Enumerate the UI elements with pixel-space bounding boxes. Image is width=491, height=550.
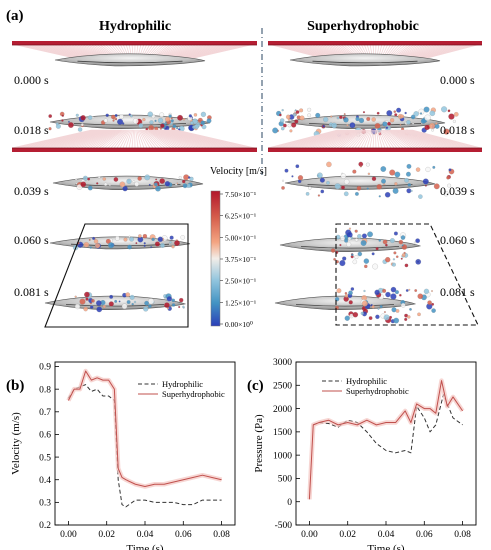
y-tick-label: 3000 [273, 358, 292, 368]
particles-left-1 [48, 111, 212, 132]
body-left-0-underside [77, 60, 183, 64]
zoom-box-hydrophilic [44, 223, 189, 328]
legend-label-0: Hydrophilic [346, 376, 387, 386]
x-tick-label: 0.04 [137, 530, 154, 540]
body-right-4-underside [295, 303, 395, 307]
time-label-right-0: 0.000 s [440, 73, 475, 87]
velocity-chart: 0.00 0.02 0.04 0.06 0.08 0.2 0.3 0.4 0.5 0.6 0.7 0.… [10, 361, 236, 550]
time-label-left-1: 0.018 s [14, 123, 49, 137]
body-right-3-underside [300, 245, 400, 249]
y-tick-label: 500 [278, 475, 293, 485]
y-tick-label: 0.4 [39, 476, 51, 486]
legend-label-1: Superhydrophobic [162, 389, 225, 399]
y-tick-label: 0 [287, 498, 292, 508]
colorbar-tick-label: 0.00×10⁰ [225, 320, 253, 329]
time-label-right-1: 0.018 s [440, 123, 475, 137]
pressure-chart: 0.00 0.02 0.04 0.06 0.08 -500 0 500 1000 1500 2000… [253, 358, 477, 550]
legend-label-0: Hydrophilic [162, 379, 203, 389]
x-axis-label: Time (s) [126, 543, 164, 550]
time-label-right-4: 0.081 s [440, 285, 475, 299]
y-tick-label: 0.9 [39, 363, 51, 373]
colorbar-tick-label: 2.50×10⁻¹ [225, 277, 256, 286]
series-band-1 [307, 378, 465, 500]
superhydrophobic-title: Superhydrophobic [307, 19, 419, 34]
y-tick-label: 1500 [273, 428, 292, 438]
time-label-left-0: 0.000 s [14, 73, 49, 87]
y-tick-label: 0.7 [39, 408, 51, 418]
x-tick-label: 0.08 [213, 530, 230, 540]
y-tick-label: 2500 [273, 381, 292, 391]
x-tick-label: 0.02 [339, 530, 356, 540]
series-line-hydrophilic [67, 384, 222, 508]
colorbar-ticks: 7.50×10⁻¹ 6.25×10⁻¹ 5.00×10⁻¹ 3.75×10⁻¹ 2.50… [220, 190, 256, 329]
time-label-left-4: 0.081 s [14, 285, 49, 299]
y-tick-label: -500 [275, 521, 293, 531]
time-label-left-3: 0.060 s [14, 233, 49, 247]
y-axis-label: Pressure (Pa) [253, 414, 265, 473]
colorbar-tick-label: 7.50×10⁻¹ [225, 190, 256, 199]
particles-right-4 [334, 286, 436, 324]
x-tick-label: 0.02 [98, 530, 115, 540]
hydrophilic-title: Hydrophilic [99, 19, 171, 34]
legend-label-1: Superhydrophobic [346, 386, 409, 396]
body-right-2-underside [307, 183, 413, 187]
particles-left-3 [72, 234, 185, 251]
body-left-1-underside [73, 122, 187, 126]
panel-a-label: (a) [6, 8, 24, 24]
y-tick-label: 0.6 [39, 431, 51, 441]
x-tick-label: 0.06 [175, 530, 192, 540]
panel-b-label: (b) [6, 378, 24, 394]
colorbar-title: Velocity [m/s] [210, 166, 267, 177]
body-right-0-underside [312, 60, 418, 64]
x-tick-label: 0.06 [416, 530, 433, 540]
x-tick-label: 0.00 [60, 530, 77, 540]
particles-right-2 [281, 161, 455, 199]
y-tick-label: 0.5 [39, 453, 51, 463]
simulation-snapshots [11, 41, 482, 324]
body-left-1 [49, 114, 211, 130]
y-tick-label: 0.3 [39, 499, 51, 509]
x-tick-label: 0.00 [301, 530, 318, 540]
particles-left-4 [74, 291, 185, 313]
y-tick-label: 2000 [273, 405, 292, 415]
colorbar-tick-label: 6.25×10⁻¹ [225, 212, 256, 221]
series-line-hydrophilic [313, 394, 463, 454]
x-tick-label: 0.08 [454, 530, 471, 540]
panel-c-label: (c) [247, 378, 264, 394]
body-left-3 [49, 236, 191, 250]
time-label-right-2: 0.039 s [440, 184, 475, 198]
particles-left-2 [75, 174, 194, 192]
body-right-0 [289, 53, 441, 67]
body-left-0 [54, 53, 206, 67]
plate-bottom-right [267, 129, 482, 152]
time-label-left-2: 0.039 s [14, 184, 49, 198]
colorbar-tick-label: 1.25×10⁻¹ [225, 298, 256, 307]
particles-right-3 [330, 227, 422, 270]
y-tick-label: 0.8 [39, 385, 51, 395]
y-tick-label: 1000 [273, 451, 292, 461]
colorbar [210, 190, 221, 327]
colorbar-tick-label: 5.00×10⁻¹ [225, 233, 256, 242]
y-axis-label: Velocity (m/s) [10, 412, 22, 475]
x-tick-label: 0.04 [378, 530, 395, 540]
y-tick-label: 0.2 [39, 521, 51, 531]
series-line-superhydrophobic [67, 370, 222, 488]
x-axis-label: Time (s) [367, 543, 405, 550]
colorbar-tick-label: 3.75×10⁻¹ [225, 255, 256, 264]
time-label-right-3: 0.060 s [440, 233, 475, 247]
series-line-superhydrophobic [308, 380, 464, 500]
body-left-4 [44, 295, 187, 311]
plate-bottom-left [11, 129, 257, 152]
